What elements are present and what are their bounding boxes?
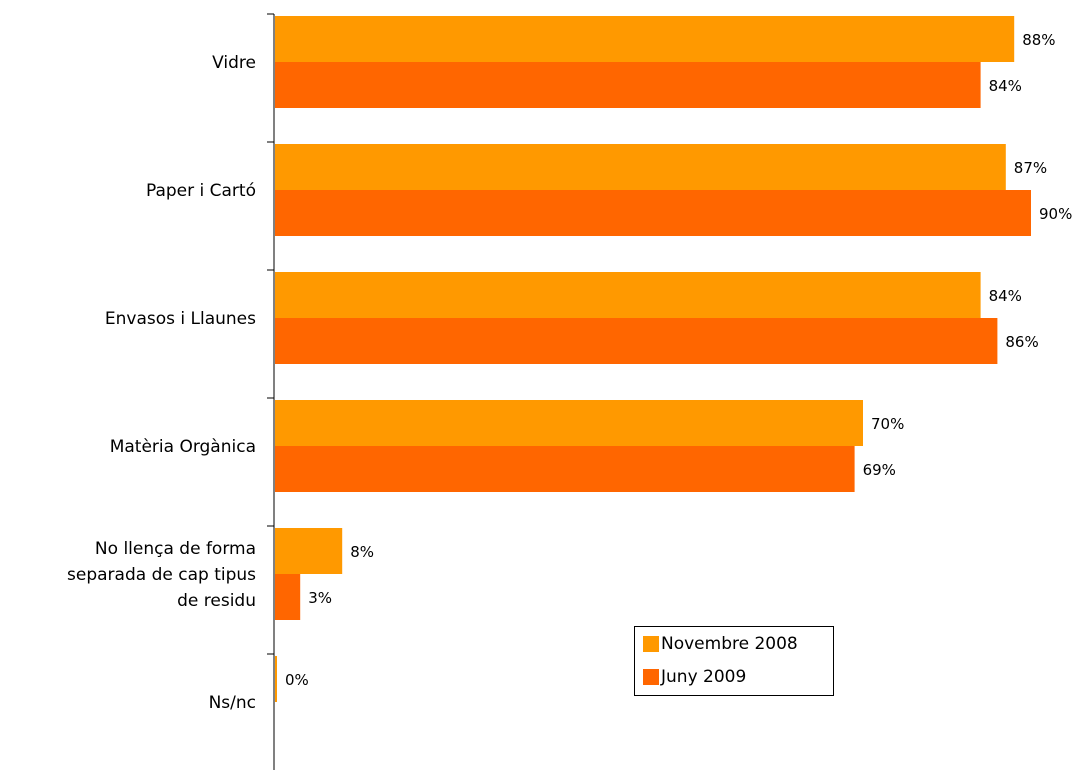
bar-novembre-2008-no-llenca-de-forma-separada-de-cap-tipus-de-residu (275, 528, 343, 574)
data-label-juny-2009-paper-i-carto: 90% (1039, 205, 1072, 223)
bar-juny-2009-vidre (275, 62, 981, 108)
data-label-novembre-2008-materia-organica: 70% (871, 415, 904, 433)
bar-novembre-2008-paper-i-carto (275, 144, 1006, 190)
bar-novembre-2008-materia-organica (275, 400, 863, 446)
category-label-ns-nc: Ns/nc (209, 693, 256, 713)
category-label-no-llenca-de-forma-separada-de-cap-tipus-de-residu: de residu (177, 591, 256, 611)
bar-novembre-2008-vidre (275, 16, 1015, 62)
legend-label-novembre-2008: Novembre 2008 (661, 634, 798, 654)
category-label-no-llenca-de-forma-separada-de-cap-tipus-de-residu: No llença de forma (95, 539, 256, 559)
legend-swatch-novembre-2008 (643, 636, 659, 652)
bar-novembre-2008-envasos-i-llaunes (275, 272, 981, 318)
category-label-no-llenca-de-forma-separada-de-cap-tipus-de-residu: separada de cap tipus (67, 565, 256, 585)
bar-novembre-2008-ns-nc (275, 656, 277, 702)
data-label-juny-2009-materia-organica: 69% (863, 461, 896, 479)
data-label-novembre-2008-vidre: 88% (1022, 31, 1055, 49)
bar-juny-2009-materia-organica (275, 446, 855, 492)
data-label-juny-2009-envasos-i-llaunes: 86% (1005, 333, 1038, 351)
legend-item-novembre-2008: Novembre 2008 (643, 634, 798, 654)
data-label-novembre-2008-no-llenca-de-forma-separada-de-cap-tipus-de-residu: 8% (350, 543, 374, 561)
data-label-novembre-2008-envasos-i-llaunes: 84% (989, 287, 1022, 305)
data-label-novembre-2008-ns-nc: 0% (285, 671, 309, 689)
bar-juny-2009-envasos-i-llaunes (275, 318, 998, 364)
category-label-envasos-i-llaunes: Envasos i Llaunes (105, 309, 256, 329)
data-label-juny-2009-vidre: 84% (989, 77, 1022, 95)
bar-juny-2009-paper-i-carto (275, 190, 1031, 236)
data-label-juny-2009-no-llenca-de-forma-separada-de-cap-tipus-de-residu: 3% (308, 589, 332, 607)
data-label-novembre-2008-paper-i-carto: 87% (1014, 159, 1047, 177)
category-label-paper-i-carto: Paper i Cartó (146, 181, 256, 201)
legend-swatch-juny-2009 (643, 669, 659, 685)
category-label-materia-organica: Matèria Orgànica (110, 437, 256, 457)
bar-juny-2009-no-llenca-de-forma-separada-de-cap-tipus-de-residu (275, 574, 301, 620)
legend: Novembre 2008 Juny 2009 (634, 626, 834, 696)
category-label-vidre: Vidre (212, 53, 256, 73)
legend-item-juny-2009: Juny 2009 (643, 667, 746, 687)
legend-label-juny-2009: Juny 2009 (661, 667, 747, 687)
